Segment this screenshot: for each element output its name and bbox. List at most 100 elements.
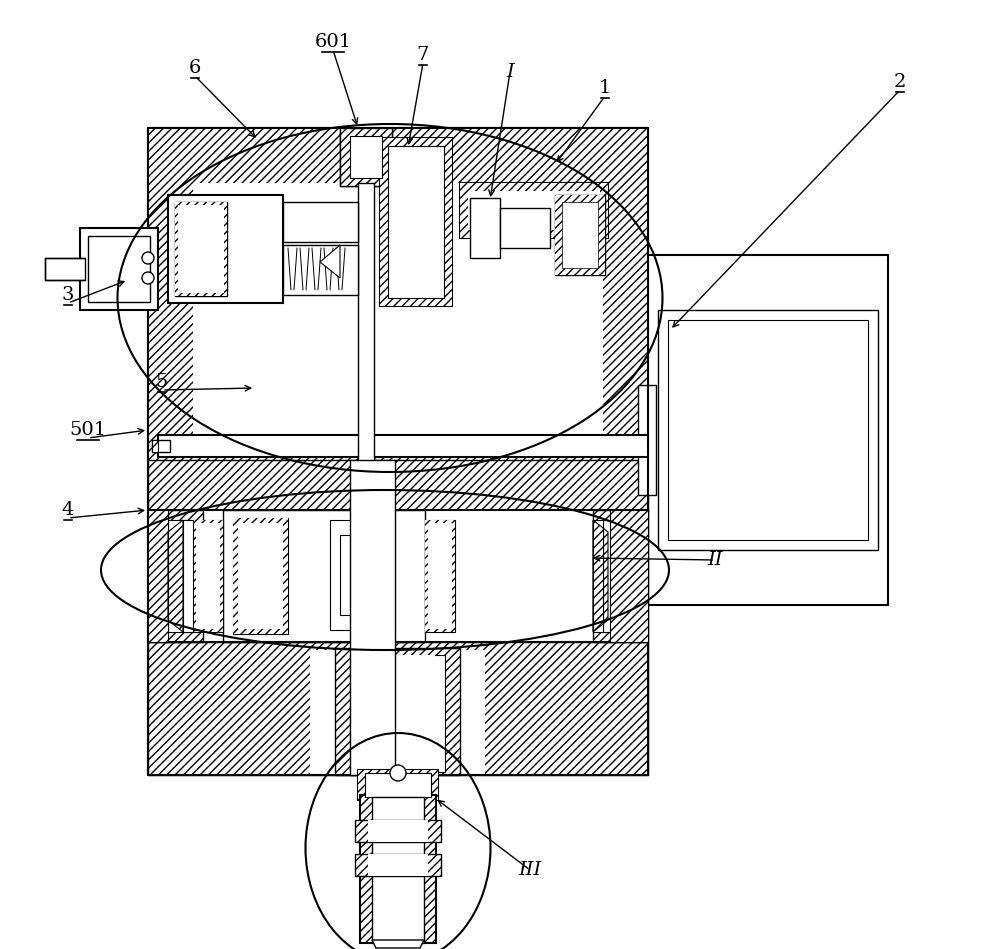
Text: 5: 5	[156, 373, 168, 391]
Text: 3: 3	[62, 286, 74, 304]
Bar	[358, 770, 438, 800]
Circle shape	[390, 765, 406, 781]
Polygon shape	[372, 940, 424, 948]
Bar	[148, 128, 648, 183]
Bar	[355, 854, 441, 876]
Bar	[460, 183, 608, 238]
Bar	[193, 520, 223, 632]
Bar	[148, 128, 193, 448]
Bar	[593, 510, 648, 642]
Bar	[148, 510, 168, 642]
Bar	[175, 202, 227, 296]
Bar	[355, 820, 441, 842]
Bar	[350, 655, 445, 772]
Bar	[148, 460, 648, 512]
Circle shape	[142, 272, 154, 284]
Bar	[668, 320, 868, 540]
Bar	[388, 146, 444, 298]
Bar	[148, 510, 203, 642]
Bar	[335, 648, 460, 775]
Bar	[223, 510, 425, 642]
Bar	[428, 523, 452, 629]
Bar	[148, 510, 203, 642]
Text: III: III	[518, 861, 542, 879]
Bar	[368, 854, 428, 876]
Text: 601: 601	[314, 33, 352, 51]
Bar	[603, 520, 613, 632]
Bar	[470, 198, 500, 258]
Bar	[158, 520, 168, 632]
Bar	[350, 136, 382, 178]
Bar	[425, 520, 455, 632]
Bar	[355, 854, 441, 876]
Bar	[193, 520, 223, 632]
Bar	[638, 385, 656, 495]
Bar	[233, 518, 288, 634]
Bar	[340, 535, 385, 615]
Bar	[380, 138, 452, 306]
Circle shape	[142, 252, 154, 264]
Bar	[330, 520, 395, 630]
Bar	[148, 642, 648, 775]
Bar	[158, 520, 193, 632]
Bar	[340, 128, 392, 186]
Bar	[175, 202, 227, 296]
Bar	[562, 202, 598, 268]
Bar	[193, 183, 603, 448]
Bar	[340, 128, 392, 186]
Bar	[148, 128, 648, 775]
Text: 501: 501	[69, 421, 107, 439]
Bar	[378, 800, 418, 940]
Bar	[358, 183, 374, 503]
Polygon shape	[320, 245, 340, 278]
Bar	[425, 520, 455, 632]
Text: 6: 6	[189, 59, 201, 77]
Bar	[593, 520, 603, 632]
Bar	[603, 128, 648, 448]
Bar	[183, 520, 193, 632]
Bar	[460, 183, 608, 238]
Bar	[355, 820, 441, 842]
Bar	[368, 820, 428, 842]
Bar	[603, 520, 638, 632]
Bar	[340, 128, 392, 186]
Text: II: II	[707, 551, 723, 569]
Text: I: I	[506, 63, 514, 81]
Bar	[148, 128, 193, 448]
Bar	[152, 440, 170, 452]
Bar	[283, 245, 358, 295]
Bar	[380, 138, 452, 306]
Bar	[610, 510, 648, 642]
Bar	[158, 435, 648, 457]
Bar	[335, 648, 460, 775]
Text: 7: 7	[417, 46, 429, 64]
Text: 1: 1	[599, 79, 611, 97]
Bar	[360, 795, 436, 943]
Bar	[148, 642, 648, 775]
Bar	[610, 510, 648, 642]
Bar	[425, 520, 455, 632]
Bar	[310, 650, 485, 775]
Bar	[148, 510, 648, 642]
Bar	[372, 797, 424, 943]
Bar	[148, 510, 168, 642]
Bar	[152, 440, 158, 452]
Bar	[555, 195, 605, 275]
Bar	[178, 205, 224, 293]
Bar	[658, 310, 878, 550]
Bar	[358, 770, 438, 800]
Bar	[175, 202, 227, 296]
Bar	[603, 128, 648, 448]
Bar	[358, 770, 438, 800]
Bar	[648, 255, 888, 605]
Bar	[148, 128, 648, 183]
Bar	[593, 510, 648, 642]
Bar	[365, 773, 431, 797]
Text: 2: 2	[894, 73, 906, 91]
Bar	[360, 795, 436, 943]
Bar	[193, 520, 223, 632]
Bar	[380, 138, 452, 306]
Bar	[152, 440, 158, 452]
Bar	[45, 258, 85, 280]
Bar	[555, 195, 605, 275]
